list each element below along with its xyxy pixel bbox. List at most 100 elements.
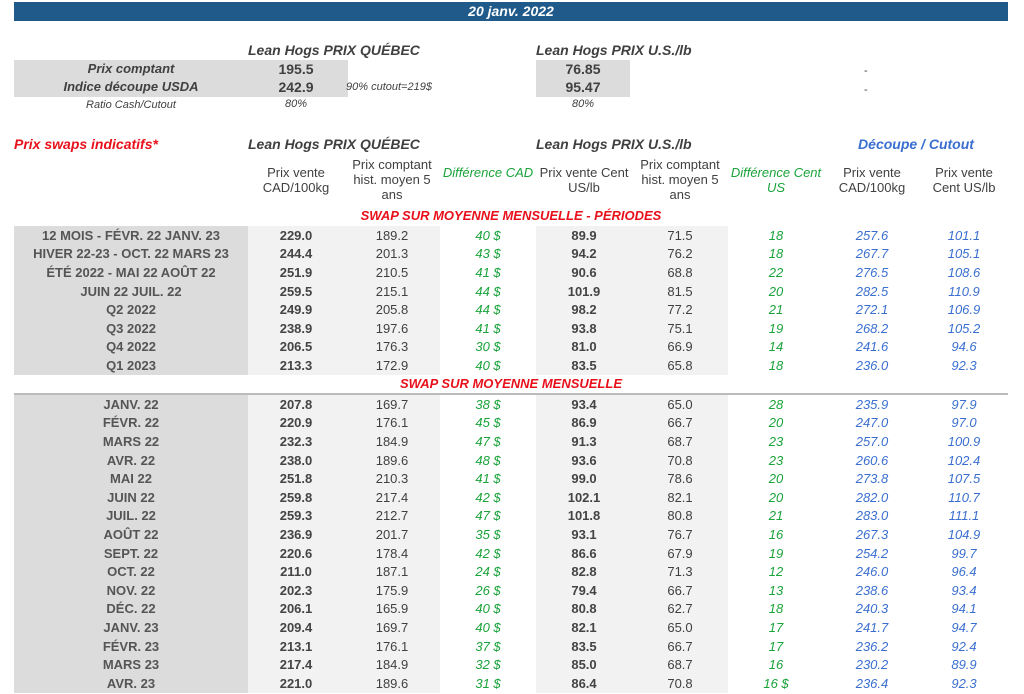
cell-value: 92.3 [951, 675, 977, 691]
cell-value: 176.1 [344, 636, 440, 656]
us-indice-decoupe: 95.47 [565, 79, 601, 95]
cell-value: 19 [768, 545, 784, 561]
table-row: MAI 22 251.8 210.3 41 $ 99.0 78.6 20 273.8 107.5 [14, 469, 1008, 488]
row-label: HIVER 22-23 - OCT. 22 MARS 23 [14, 244, 248, 264]
row-label: DÉC. 22 [14, 599, 248, 619]
cell-value: 82.8 [536, 562, 632, 581]
cell-value: 47 $ [475, 508, 501, 524]
cell-value: 82.1 [632, 487, 728, 507]
cell-value: 205.8 [344, 300, 440, 319]
cell-value: 165.9 [344, 599, 440, 619]
cell-value: 236.9 [248, 525, 344, 544]
cell-value: 16 $ [763, 675, 789, 691]
cell-value: 110.7 [948, 489, 980, 505]
cell-value: 65.0 [632, 618, 728, 637]
cell-value: 283.0 [855, 508, 889, 524]
cell-value: 257.0 [855, 433, 889, 449]
cell-value: 99.7 [951, 545, 977, 561]
cell-value: 81.0 [536, 337, 632, 357]
cell-value: 108.6 [947, 264, 981, 280]
table-row: Q2 2022 249.9 205.8 44 $ 98.2 77.2 21 272.1 106.… [14, 300, 1008, 319]
table-row: MARS 22 232.3 184.9 47 $ 91.3 68.7 23 257.0 100.… [14, 432, 1008, 451]
cell-value: 20 [768, 471, 784, 487]
right-dash-1: - [864, 65, 868, 77]
cell-value: 217.4 [248, 655, 344, 674]
cell-value: 30 $ [475, 339, 501, 355]
cell-value: 197.6 [344, 318, 440, 338]
cell-value: 41 $ [475, 264, 501, 280]
cell-value: 189.6 [344, 450, 440, 470]
cell-value: 209.4 [248, 618, 344, 637]
cell-value: 257.6 [855, 227, 889, 243]
table-row: Q1 2023 213.3 172.9 40 $ 83.5 65.8 18 236.0 92.3 [14, 356, 1008, 375]
cell-value: 236.2 [855, 638, 889, 654]
cell-value: 211.0 [248, 562, 344, 581]
cell-value: 96.4 [951, 564, 977, 580]
cell-value: 201.3 [344, 244, 440, 264]
cell-value: 251.9 [248, 263, 344, 282]
row-label: Q1 2023 [14, 356, 248, 375]
cell-value: 176.1 [344, 413, 440, 433]
cell-value: 21 [768, 508, 784, 524]
table-row: HIVER 22-23 - OCT. 22 MARS 23 244.4 201.3 4… [14, 244, 1008, 264]
cell-value: 102.1 [536, 487, 632, 507]
cell-value: 93.4 [536, 394, 632, 414]
cell-value: 187.1 [344, 562, 440, 581]
cell-value: 85.0 [536, 655, 632, 674]
cell-value: 267.7 [855, 246, 889, 262]
table-row: JUIN 22 259.8 217.4 42 $ 102.1 82.1 20 282.0 110… [14, 487, 1008, 507]
cell-value: 28 [768, 396, 784, 412]
us-ratio: 80% [571, 98, 595, 110]
cell-value: 169.7 [344, 618, 440, 637]
table-row: JUIN 22 JUIL. 22 259.5 215.1 44 $ 101.9 81.5 2… [14, 281, 1008, 301]
cell-value: 240.3 [855, 601, 889, 617]
cell-value: 66.7 [632, 580, 728, 600]
cell-value: 16 [768, 657, 784, 673]
periods-table: 12 MOIS - FÉVR. 22 JANV. 23 229.0 189.2 40 … [14, 226, 1008, 375]
table-row: MARS 23 217.4 184.9 32 $ 85.0 68.7 16 230.2 89.9 [14, 655, 1008, 674]
cell-value: 18 [768, 227, 784, 243]
cell-value: 100.9 [947, 433, 981, 449]
cell-value: 17 [768, 638, 784, 654]
cell-value: 259.5 [248, 281, 344, 301]
cell-value: 93.8 [536, 318, 632, 338]
cell-value: 107.5 [947, 471, 981, 487]
cell-value: 19 [768, 320, 784, 336]
cell-value: 238.6 [855, 582, 889, 598]
cell-value: 241.7 [855, 619, 889, 635]
cell-value: 71.5 [632, 226, 728, 245]
cell-value: 83.5 [536, 356, 632, 375]
cell-value: 213.1 [248, 636, 344, 656]
swaps-qc-title: Lean Hogs PRIX QUÉBEC [248, 136, 420, 152]
row-label: JUIN 22 [14, 487, 248, 507]
table-row: AVR. 22 238.0 189.6 48 $ 93.6 70.8 23 260.6 102.… [14, 450, 1008, 470]
cutout-note: 90% cutout=219$ [346, 81, 432, 93]
table-row: FÉVR. 22 220.9 176.1 45 $ 86.9 66.7 20 247.0 97.… [14, 413, 1008, 433]
cell-value: 41 $ [475, 320, 501, 336]
cell-value: 259.8 [248, 487, 344, 507]
cell-value: 267.3 [855, 526, 889, 542]
cell-value: 91.3 [536, 432, 632, 451]
row-label: FÉVR. 23 [14, 636, 248, 656]
cell-value: 175.9 [344, 580, 440, 600]
cell-value: 97.0 [951, 415, 977, 431]
cell-value: 251.8 [248, 469, 344, 488]
qc-indice-decoupe: 242.9 [278, 79, 314, 95]
row-label: MAI 22 [14, 469, 248, 488]
cell-value: 220.6 [248, 543, 344, 563]
cell-value: 83.5 [536, 636, 632, 656]
cell-value: 259.3 [248, 506, 344, 526]
cell-value: 20 [768, 415, 784, 431]
swaps-title: Prix swaps indicatifs* [14, 136, 158, 152]
cell-value: 40 $ [475, 619, 501, 635]
section-monthly-title: SWAP SUR MOYENNE MENSUELLE [400, 376, 622, 391]
cell-value: 215.1 [344, 281, 440, 301]
cell-value: 90.6 [536, 263, 632, 282]
cell-value: 99.0 [536, 469, 632, 488]
cell-value: 98.2 [536, 300, 632, 319]
cell-value: 18 [768, 357, 784, 373]
cell-value: 71.3 [632, 562, 728, 581]
table-row: Q3 2022 238.9 197.6 41 $ 93.8 75.1 19 268.2 105.… [14, 318, 1008, 338]
monthly-table: JANV. 22 207.8 169.7 38 $93.4 65.0 28 235.9 97.… [14, 393, 1008, 693]
row-label: AVR. 22 [14, 450, 248, 470]
